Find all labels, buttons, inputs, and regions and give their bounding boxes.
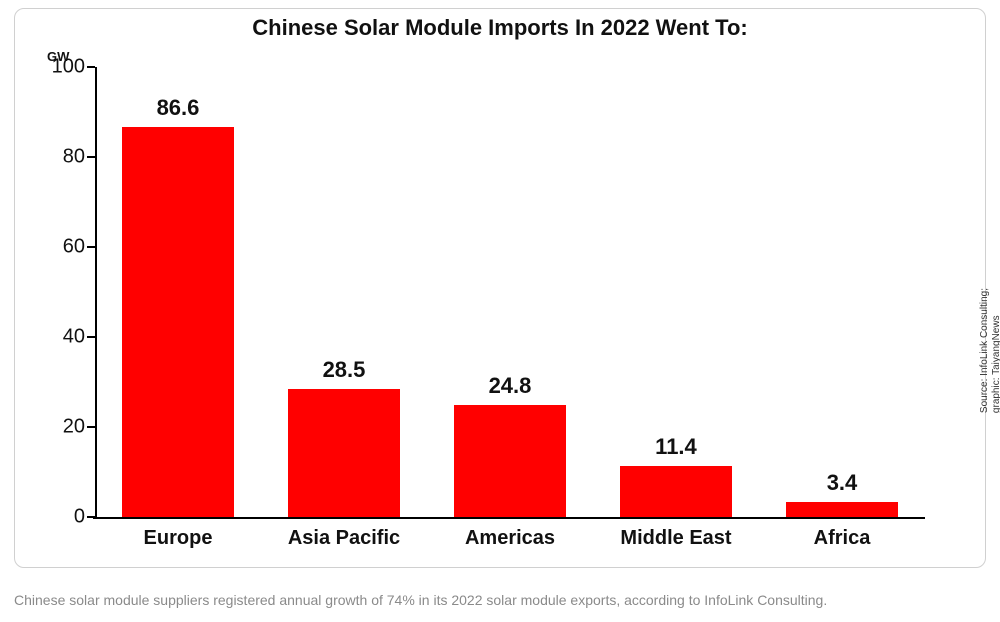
- x-category-label: Europe: [144, 527, 213, 550]
- bar: 24.8: [454, 405, 567, 517]
- x-category-label: Americas: [465, 527, 555, 550]
- y-tick-label: 60: [63, 236, 85, 259]
- y-tick-mark: [87, 246, 95, 248]
- bar-value-label: 24.8: [489, 373, 532, 399]
- x-category-label: Middle East: [620, 527, 731, 550]
- caption-text: Chinese solar module suppliers registere…: [14, 592, 986, 608]
- bar-value-label: 3.4: [827, 470, 858, 496]
- y-tick-label: 20: [63, 416, 85, 439]
- bar: 11.4: [620, 466, 733, 517]
- y-tick-label: 80: [63, 146, 85, 169]
- x-category-label: Asia Pacific: [288, 527, 400, 550]
- y-axis-line: [95, 67, 97, 519]
- bar: 28.5: [288, 389, 401, 517]
- y-tick-mark: [87, 426, 95, 428]
- bar-value-label: 28.5: [323, 357, 366, 383]
- bar: 3.4: [786, 502, 899, 517]
- source-line-1: Source: InfoLink Consulting;: [979, 288, 990, 413]
- y-tick-mark: [87, 516, 95, 518]
- bar: 86.6: [122, 127, 235, 517]
- y-tick-label: 40: [63, 326, 85, 349]
- y-tick-label: 100: [52, 56, 85, 79]
- source-credit: Source: InfoLink Consulting; graphic: Ta…: [979, 288, 1000, 413]
- y-tick-mark: [87, 336, 95, 338]
- bar-value-label: 11.4: [655, 434, 697, 460]
- chart-title: Chinese Solar Module Imports In 2022 Wen…: [15, 15, 985, 41]
- y-tick-mark: [87, 66, 95, 68]
- y-tick-label: 0: [74, 506, 85, 529]
- y-tick-mark: [87, 156, 95, 158]
- source-line-2: graphic: TaiyangNews: [991, 288, 1000, 413]
- x-axis-line: [93, 517, 925, 519]
- x-category-label: Africa: [814, 527, 871, 550]
- chart-card: Chinese Solar Module Imports In 2022 Wen…: [14, 8, 986, 568]
- plot-area: 02040608010086.6Europe28.5Asia Pacific24…: [95, 67, 925, 517]
- bar-value-label: 86.6: [157, 95, 200, 121]
